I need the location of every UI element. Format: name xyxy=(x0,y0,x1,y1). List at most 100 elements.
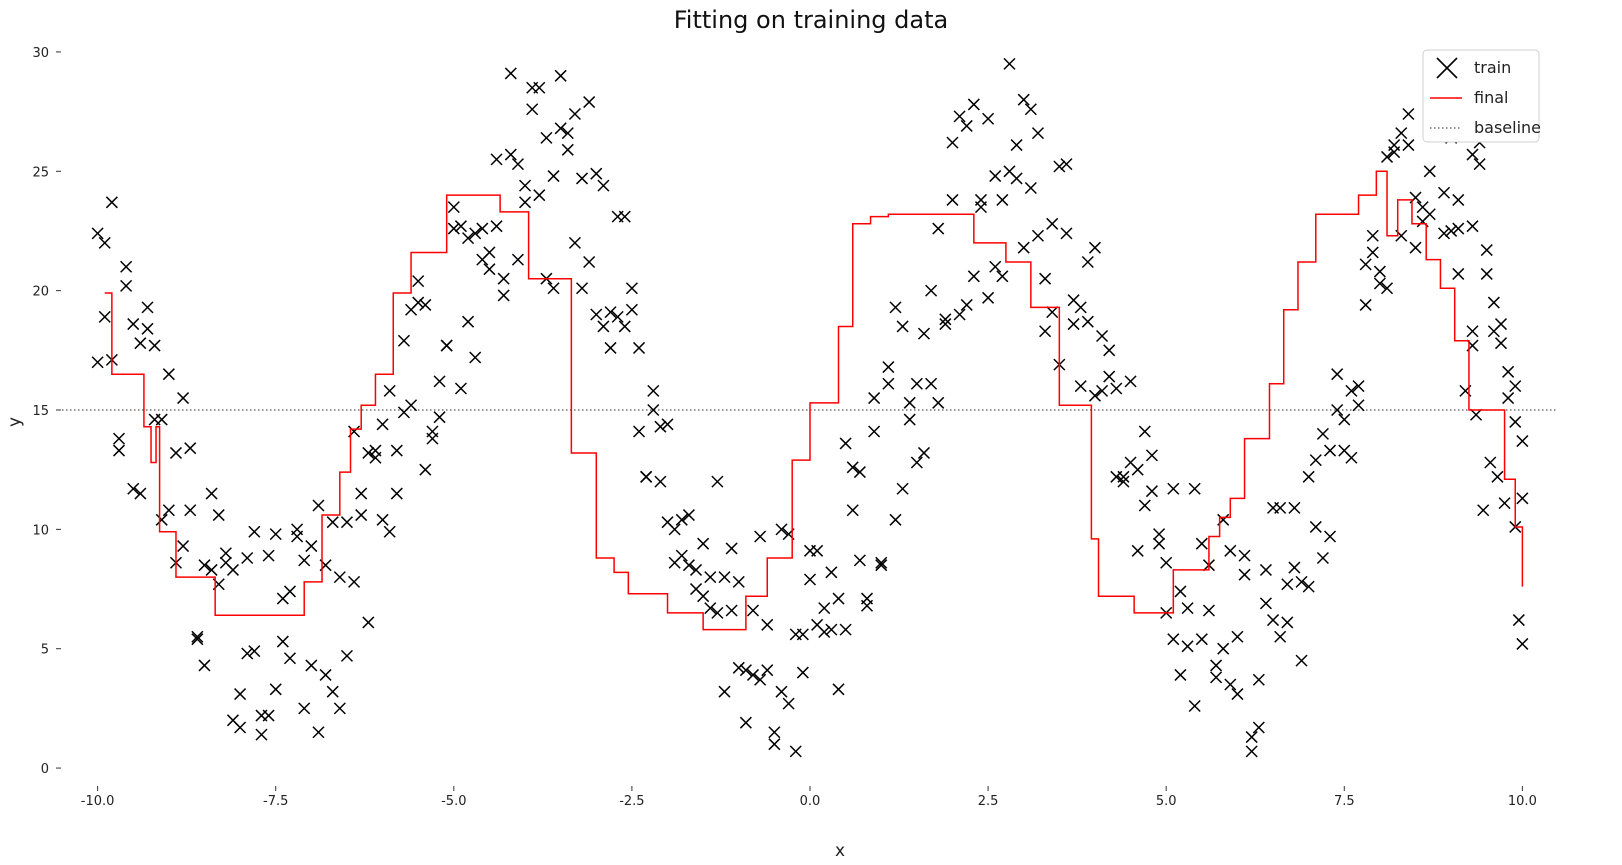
train-point xyxy=(1466,325,1479,338)
train-point xyxy=(1259,597,1272,610)
train-point xyxy=(412,275,425,288)
train-point xyxy=(1217,642,1230,655)
train-point xyxy=(718,685,731,698)
train-point xyxy=(846,504,859,517)
train-point xyxy=(148,339,161,352)
train-point xyxy=(319,668,332,681)
train-point xyxy=(1060,158,1073,171)
train-point xyxy=(1245,731,1258,744)
train-point xyxy=(1302,470,1315,483)
train-point xyxy=(1423,165,1436,178)
x-tick-label: 7.5 xyxy=(1334,794,1355,809)
train-point xyxy=(1195,537,1208,550)
train-point xyxy=(661,418,674,431)
train-point xyxy=(982,112,995,125)
train-point xyxy=(440,339,453,352)
train-point xyxy=(768,726,781,739)
train-point xyxy=(1031,127,1044,140)
train-point xyxy=(1516,492,1529,505)
train-point xyxy=(746,604,760,617)
train-point xyxy=(91,356,104,369)
train-point xyxy=(583,255,596,269)
train-point xyxy=(711,475,724,488)
train-point xyxy=(1259,563,1272,576)
train-point xyxy=(419,463,432,476)
train-point xyxy=(127,318,140,331)
train-point xyxy=(1331,368,1344,381)
train-point xyxy=(191,630,204,643)
train-point xyxy=(1345,384,1358,397)
train-point xyxy=(1131,544,1144,557)
x-tick-label: -2.5 xyxy=(619,794,644,809)
train-point xyxy=(483,263,496,276)
train-point xyxy=(775,523,788,536)
train-point xyxy=(169,446,183,459)
train-point xyxy=(1096,384,1109,397)
train-point xyxy=(1512,614,1525,627)
train-point xyxy=(1088,241,1101,254)
train-point xyxy=(1345,451,1358,464)
train-point xyxy=(1145,485,1158,498)
y-tick-label: 15 xyxy=(32,404,49,419)
train-point xyxy=(1039,325,1052,338)
chart-title: Fitting on training data xyxy=(674,6,948,34)
train-point xyxy=(1516,435,1529,448)
train-point xyxy=(333,571,346,584)
train-point xyxy=(91,227,104,240)
train-point xyxy=(1117,470,1130,483)
train-point xyxy=(704,571,717,584)
train-point xyxy=(632,341,646,354)
train-point xyxy=(1081,255,1094,269)
train-point xyxy=(732,575,745,588)
train-point xyxy=(1081,315,1094,328)
train-point xyxy=(326,516,339,529)
train-point xyxy=(283,652,296,665)
train-point xyxy=(241,551,254,565)
x-tick-label: 10.0 xyxy=(1508,794,1537,809)
train-point xyxy=(1352,380,1365,393)
train-point xyxy=(1031,229,1044,242)
train-point xyxy=(1174,668,1187,681)
train-point xyxy=(889,301,902,314)
train-point xyxy=(127,482,140,495)
train-point xyxy=(262,709,275,722)
train-point xyxy=(1309,520,1322,533)
legend-item-train: train xyxy=(1436,57,1511,79)
train-point xyxy=(853,466,866,479)
train-point xyxy=(739,716,752,729)
train-point xyxy=(283,585,296,598)
legend-label: train xyxy=(1474,58,1511,77)
train-point xyxy=(376,418,389,431)
train-point xyxy=(1153,528,1166,541)
train-point xyxy=(689,563,703,576)
train-point xyxy=(875,556,888,569)
train-point xyxy=(974,201,988,214)
train-point xyxy=(1466,220,1479,233)
train-point xyxy=(98,310,111,323)
train-point xyxy=(533,81,546,94)
train-point xyxy=(832,592,845,605)
train-point xyxy=(469,351,482,364)
train-point xyxy=(939,313,952,326)
train-point xyxy=(860,599,874,612)
train-point xyxy=(1252,721,1265,734)
train-point xyxy=(647,403,660,417)
train-point xyxy=(447,222,460,235)
legend-train-marker xyxy=(1436,57,1458,79)
final-fit-layer xyxy=(104,170,1524,631)
train-point xyxy=(419,298,432,311)
train-point xyxy=(568,107,581,121)
train-point xyxy=(647,384,660,397)
train-point xyxy=(112,444,126,457)
train-point xyxy=(1074,380,1087,393)
train-point xyxy=(1494,318,1508,331)
train-point xyxy=(1181,602,1194,615)
train-point xyxy=(1316,427,1329,440)
train-point xyxy=(583,96,596,109)
train-point xyxy=(917,446,931,459)
train-point xyxy=(1274,501,1287,514)
train-point xyxy=(932,396,945,409)
train-point xyxy=(1267,614,1280,627)
train-point xyxy=(989,170,1002,183)
train-point xyxy=(682,509,695,522)
